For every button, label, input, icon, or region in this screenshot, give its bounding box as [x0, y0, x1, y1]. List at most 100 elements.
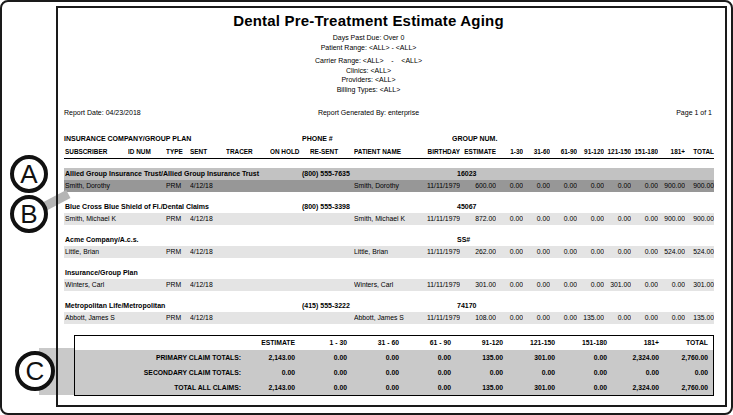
cell-181-plus: 900.00	[658, 213, 685, 225]
company-phone: (415) 555-3222	[302, 300, 350, 312]
cell-re-sent	[310, 180, 354, 192]
totals-column-header-151-180: 151-180	[557, 336, 609, 350]
cell-id-num	[128, 312, 166, 324]
cell-subscriber: Smith, Michael K	[64, 213, 128, 225]
cell-1-30: 0.00	[496, 279, 523, 291]
table-group-header-row: INSURANCE COMPANY/GROUP PLAN PHONE # GRO…	[64, 132, 714, 146]
insurance-section: Metropolitan Life/Metropolitan(415) 555-…	[64, 300, 714, 324]
cell-sent: 4/12/18	[190, 180, 226, 192]
totals-value: 2,324.00	[609, 350, 661, 365]
column-header-91-120: 91-120	[577, 146, 604, 157]
company-name: Acme Company/A.c.s.	[65, 234, 139, 246]
cell-id-num	[128, 279, 166, 291]
cell-181-plus: 0.00	[658, 312, 685, 324]
cell-sent: 4/12/18	[190, 312, 226, 324]
filter-clinics: Clinics: <ALL>	[10, 66, 727, 76]
cell-id-num	[128, 213, 166, 225]
cell-121-150: 301.00	[604, 279, 631, 291]
totals-value: 0.00	[557, 365, 609, 380]
cell-91-120: 0.00	[577, 246, 604, 258]
cell-on-hold	[270, 312, 310, 324]
cell-121-150: 0.00	[604, 180, 631, 192]
header-phone: PHONE #	[302, 132, 333, 146]
totals-header-spacer	[75, 336, 245, 350]
cell-31-60: 0.00	[523, 279, 550, 291]
cell-estimate: 262.00	[460, 246, 496, 258]
insurance-section: Acme Company/A.c.s.SS#Little, BrianPRM4/…	[64, 234, 714, 258]
totals-column-header-1-30: 1 - 30	[297, 336, 349, 350]
cell-id-num	[128, 180, 166, 192]
table-column-header-row: SUBSCRIBERID NUMTYPESENTTRACERON HOLDRE-…	[64, 146, 714, 157]
totals-value: 2,143.00	[245, 350, 297, 365]
cell-121-150: 0.00	[604, 246, 631, 258]
cell-on-hold	[270, 213, 310, 225]
page-number: Page 1 of 1	[676, 109, 712, 116]
cell-151-180: 0.00	[631, 312, 658, 324]
header-group-num: GROUP NUM.	[452, 132, 497, 146]
cell-tracer	[226, 246, 270, 258]
totals-value: 0.00	[349, 365, 401, 380]
cell-type: PRM	[166, 213, 190, 225]
callout-a-letter: A	[20, 159, 37, 190]
subscriber-row: Smith, DorothyPRM4/12/18Smith, Dorothy11…	[64, 180, 714, 192]
totals-value: 2,760.00	[661, 350, 710, 365]
totals-value: 0.00	[297, 380, 349, 395]
cell-121-150: 0.00	[604, 312, 631, 324]
subscriber-row: Winters, CarlPRM4/12/18Winters, Carl11/1…	[64, 279, 714, 291]
company-name: Insurance/Group Plan	[65, 267, 138, 279]
totals-column-header-total: TOTAL	[661, 336, 710, 350]
totals-value: 0.00	[661, 365, 710, 380]
cell-91-120: 0.00	[577, 213, 604, 225]
cell-on-hold	[270, 180, 310, 192]
column-header-type: TYPE	[166, 146, 190, 157]
totals-row-label: PRIMARY CLAIM TOTALS:	[75, 350, 245, 365]
totals-value: 301.00	[505, 350, 557, 365]
filter-patient-range: Patient Range: <ALL> - <ALL>	[10, 43, 727, 53]
totals-header-row: ESTIMATE1 - 3031 - 6061 - 9091-120121-15…	[75, 336, 713, 350]
cell-patient-name: Smith, Dorothy	[354, 180, 412, 192]
cell-total: 135.00	[685, 312, 714, 324]
company-row: Allied Group Insurance Trust/Allied Grou…	[64, 168, 714, 180]
totals-row: PRIMARY CLAIM TOTALS:2,143.000.000.000.0…	[75, 350, 713, 365]
column-header-31-60: 31-60	[523, 146, 550, 157]
totals-rows: PRIMARY CLAIM TOTALS:2,143.000.000.000.0…	[75, 350, 713, 395]
column-header-birthday: BIRTHDAY	[412, 146, 460, 157]
column-header-121-150: 121-150	[604, 146, 631, 157]
cell-tracer	[226, 180, 270, 192]
totals-column-header-121-150: 121-150	[505, 336, 557, 350]
company-row: Insurance/Group Plan	[64, 267, 714, 279]
totals-value: 2,324.00	[609, 380, 661, 395]
column-header-sent: SENT	[190, 146, 226, 157]
cell-subscriber: Winters, Carl	[64, 279, 128, 291]
cell-subscriber: Abbott, James S	[64, 312, 128, 324]
cell-sent: 4/12/18	[190, 213, 226, 225]
subscriber-row: Smith, Michael KPRM4/12/18Smith, Michael…	[64, 213, 714, 225]
cell-total: 900.00	[685, 180, 714, 192]
cell-tracer	[226, 213, 270, 225]
subscriber-row: Little, BrianPRM4/12/18Little, Brian11/1…	[64, 246, 714, 258]
company-group-num: 45067	[457, 201, 476, 213]
totals-column-header-91-120: 91-120	[453, 336, 505, 350]
cell-91-120: 0.00	[577, 279, 604, 291]
cell-total: 301.00	[685, 279, 714, 291]
insurance-section: Allied Group Insurance Trust/Allied Grou…	[64, 168, 714, 192]
cell-151-180: 0.00	[631, 279, 658, 291]
cell-estimate: 872.00	[460, 213, 496, 225]
cell-sent: 4/12/18	[190, 246, 226, 258]
cell-patient-name: Little, Brian	[354, 246, 412, 258]
totals-value: 2,143.00	[245, 380, 297, 395]
report-filters: Days Past Due: Over 0 Patient Range: <AL…	[10, 33, 727, 94]
totals-value: 0.00	[557, 380, 609, 395]
cell-on-hold	[270, 279, 310, 291]
totals-row-label: TOTAL ALL CLAIMS:	[75, 380, 245, 395]
cell-1-30: 0.00	[496, 180, 523, 192]
company-row: Metropolitan Life/Metropolitan(415) 555-…	[64, 300, 714, 312]
cell-patient-name: Winters, Carl	[354, 279, 412, 291]
cell-tracer	[226, 312, 270, 324]
subscriber-row: Abbott, James SPRM4/12/18Abbott, James S…	[64, 312, 714, 324]
cell-type: PRM	[166, 180, 190, 192]
cell-type: PRM	[166, 246, 190, 258]
cell-patient-name: Abbott, James S	[354, 312, 412, 324]
report-page: Dental Pre-Treatment Estimate Aging Days…	[10, 6, 727, 406]
column-header-estimate: ESTIMATE	[460, 146, 496, 157]
